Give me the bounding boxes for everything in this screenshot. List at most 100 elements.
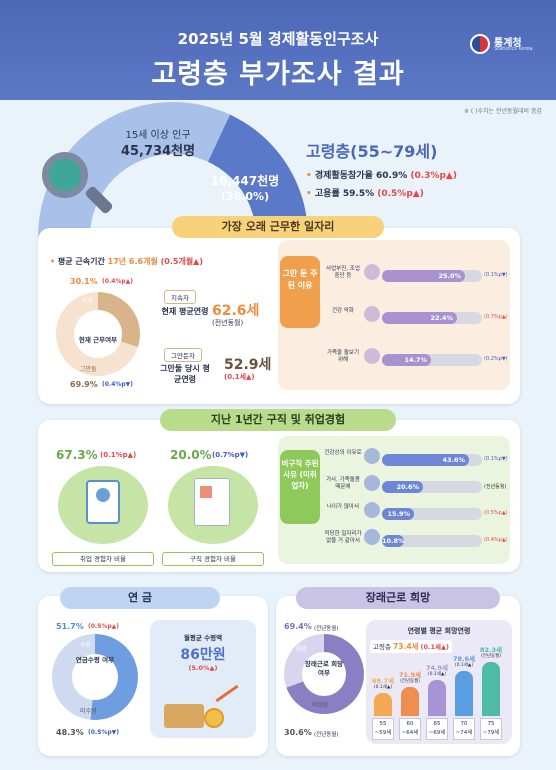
reason-bar-track: 22.4% xyxy=(382,312,482,324)
future-want-change: (전년동월) xyxy=(314,626,339,632)
org-name-en: Statistics Korea xyxy=(494,46,533,52)
continuing-age: 62.6세 xyxy=(212,303,260,319)
reason-bar-track: 43.6% xyxy=(382,454,482,466)
pension-not-label: 미수령 xyxy=(80,708,97,715)
employment-row: • 고용률 59.5% (0.5%p▲) xyxy=(306,189,424,199)
reason-label: 가족을 돌보기 위해 xyxy=(326,350,360,363)
elderly-population-share: (36.0%) xyxy=(220,190,270,203)
reason-bar: 10.8% xyxy=(382,535,405,547)
quit-tag: 그만둔자 xyxy=(164,348,202,362)
reason-icon xyxy=(364,529,380,545)
reason-icon xyxy=(364,475,380,491)
continuing-change: (전년동월) xyxy=(212,319,244,327)
reason-change: (0.2%p▼) xyxy=(484,356,508,362)
donut-center-label: 현재 근무여부 xyxy=(78,336,118,344)
reason-bar: 25.0% xyxy=(382,270,465,282)
reason-bar: 22.4% xyxy=(382,312,457,324)
participation-value: 60.9% xyxy=(376,171,408,181)
reason-label: 건강 악화 xyxy=(332,308,354,314)
future-not-label: 비희망 xyxy=(312,702,329,709)
quit-label: 그만둘 당시 평균연령 xyxy=(160,364,210,384)
job-search-title: 지난 1년간 구직 및 취업경험 xyxy=(160,409,396,431)
reason-bar: 43.6% xyxy=(382,454,469,466)
employment-value: 59.5% xyxy=(342,189,375,199)
donut-bottom-pct: 69.9% xyxy=(70,380,98,389)
employment-exp-pct: 67.3% xyxy=(56,448,98,462)
header-subtitle: 2025년 5월 경제활동인구조사 xyxy=(177,30,379,48)
reason-label: 사업부진, 조업중단 등 xyxy=(326,266,360,279)
donut-top-change: (0.4%p▲) xyxy=(102,278,134,285)
reason-icon xyxy=(364,348,380,364)
elderly-title: 고령층(55~79세) xyxy=(306,142,438,161)
age-bar xyxy=(401,687,419,716)
search-exp-change: (0.7%p▼) xyxy=(212,451,249,459)
age-change: (0.1세▲) xyxy=(427,672,447,677)
employment-exp-change: (0.1%p▲) xyxy=(100,451,137,459)
age-value: 74.9세 xyxy=(425,664,449,672)
reason-change: (0.4%p▲) xyxy=(484,537,508,543)
pension-avg-label: 월평균 수령액 xyxy=(183,634,223,642)
age-group-label: 70 ~74세 xyxy=(453,718,475,740)
future-want-pct: 69.4% xyxy=(284,622,312,631)
reason-bar-track: 15.9% xyxy=(382,508,482,520)
money-box-icon xyxy=(164,684,244,730)
population-label: 15세 이상 인구 xyxy=(125,130,191,141)
pension-recv-change: (0.5%p▲) xyxy=(88,623,120,630)
reason-label: 나이가 많아서 xyxy=(326,504,360,510)
reason-change: (0.1%p▼) xyxy=(484,456,508,462)
id-badge-icon xyxy=(58,466,148,544)
future-not-pct: 30.6% xyxy=(284,728,312,737)
tenure-value: 17년 6.6개월 xyxy=(107,257,158,266)
age-bar xyxy=(482,662,500,716)
quit-reason-title: 그만 둔 주된 이유 xyxy=(280,256,320,328)
tenure-change: (0.5개월▲) xyxy=(160,257,203,266)
non-search-reason-title: 비구직 주된 사유 (미취업자) xyxy=(280,450,320,524)
continuing-tag: 지속자 xyxy=(164,290,196,304)
reason-bar-track: 10.8% xyxy=(382,535,482,547)
reason-bar-track: 14.7% xyxy=(382,354,482,366)
age-value: 82.3세 xyxy=(479,646,503,654)
age-bar xyxy=(374,693,392,716)
pension-not-change: (0.5%p▼) xyxy=(88,729,120,736)
longest-job-title: 가장 오래 근무한 일자리 xyxy=(172,216,384,238)
reason-label: 적당한 일자리가 없을 거 같아서 xyxy=(324,531,362,544)
reason-bar: 20.6% xyxy=(382,481,423,493)
donut-top-label: 지속 xyxy=(82,298,94,305)
reason-label: 가사, 가족돌봄 때문에 xyxy=(326,477,360,490)
reason-bar: 14.7% xyxy=(382,354,431,366)
overall-age-row: 고령층 73.4세 (0.1세▲) xyxy=(370,640,452,653)
age-bar xyxy=(428,680,446,716)
age-group-label: 55 ~59세 xyxy=(372,718,394,740)
reason-icon xyxy=(364,448,380,464)
page-title: 고령층 부가조사 결과 xyxy=(151,59,405,90)
employment-label: 고용률 xyxy=(314,189,340,199)
reason-change: (0.7%p▲) xyxy=(484,314,508,320)
tenure-label: 평균 근속기간 xyxy=(57,257,105,266)
reason-bar: 15.9% xyxy=(382,508,414,520)
pension-avg-change: (5.0%▲) xyxy=(188,664,218,672)
future-work-donut xyxy=(284,634,364,714)
age-panel-title: 연령별 평균 희망연령 xyxy=(407,627,471,635)
future-center-label: 장래근로 희망여부 xyxy=(304,660,344,677)
magnifier-icon xyxy=(40,150,114,216)
search-exp-pct: 20.0% xyxy=(170,448,212,462)
age-change: (0.1세▲) xyxy=(373,685,393,690)
age-value: 69.7세 xyxy=(371,677,395,685)
tenure-row: • 평균 근속기간 17년 6.6개월 (0.5개월▲) xyxy=(50,257,203,266)
future-not-change: (전년동월) xyxy=(314,732,339,738)
employment-exp-label: 취업 경험자 비율 xyxy=(52,552,154,566)
future-work-title: 장래근로 희망 xyxy=(296,587,500,609)
elderly-population-value: 16,447천명 xyxy=(210,174,280,188)
continuing-label: 현재 평균연령 xyxy=(161,307,209,316)
pension-avg-value: 86만원 xyxy=(180,647,226,663)
quit-change: (0.1세▲) xyxy=(224,373,255,381)
future-want-label: 희망 xyxy=(296,646,308,653)
reason-icon xyxy=(364,306,380,322)
age-group-label: 65 ~69세 xyxy=(426,718,448,740)
employment-change: (0.5%p▲) xyxy=(377,189,424,199)
reason-icon xyxy=(364,502,380,518)
age-group-label: 60 ~64세 xyxy=(399,718,421,740)
pension-title: 연 금 xyxy=(60,587,220,609)
age-value: 71.9세 xyxy=(398,671,422,679)
pension-recv-label: 수령 xyxy=(80,642,92,649)
